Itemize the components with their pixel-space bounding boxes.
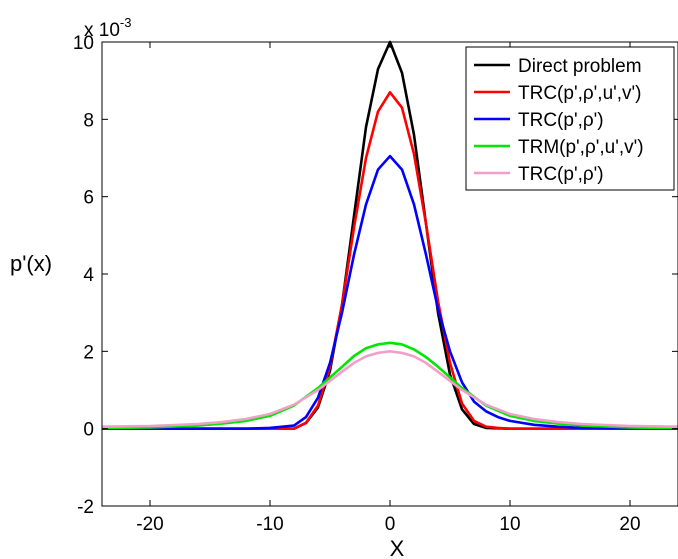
y-exponent-label: x 10-3 <box>84 15 131 41</box>
legend-label-3: TRC(p',ρ') <box>518 110 604 131</box>
x-tick-label: -10 <box>256 514 283 535</box>
legend-label-2: TRC(p',ρ',u',v') <box>518 83 642 104</box>
x-tick-label: 10 <box>499 514 520 535</box>
y-tick-label: 4 <box>83 265 94 286</box>
y-tick-label: -2 <box>77 497 94 518</box>
y-exponent-power: -3 <box>120 15 132 30</box>
y-tick-label: 6 <box>83 188 94 209</box>
x-tick-label: -20 <box>136 514 163 535</box>
legend-label-5: TRC(p',ρ') <box>518 164 604 185</box>
x-tick-label: 0 <box>385 514 396 535</box>
y-tick-label: 8 <box>83 110 94 131</box>
x-tick-label: 20 <box>619 514 640 535</box>
legend-label-4: TRM(p',ρ',u',v') <box>518 137 644 158</box>
x-axis-label: X <box>390 536 405 559</box>
y-tick-label: 10 <box>73 33 94 54</box>
y-tick-label: 0 <box>83 420 94 441</box>
y-tick-label: 2 <box>83 342 94 363</box>
series-line-3 <box>102 154 678 431</box>
legend-label-1: Direct problem <box>518 56 642 77</box>
y-axis-label: p'(x) <box>10 251 52 276</box>
series-line-4 <box>101 341 678 430</box>
series-line-2 <box>102 91 678 431</box>
series-line-5 <box>101 349 678 428</box>
legend: Direct problem TRC(p',ρ',u',v') TRC(p',ρ')… <box>465 46 675 191</box>
